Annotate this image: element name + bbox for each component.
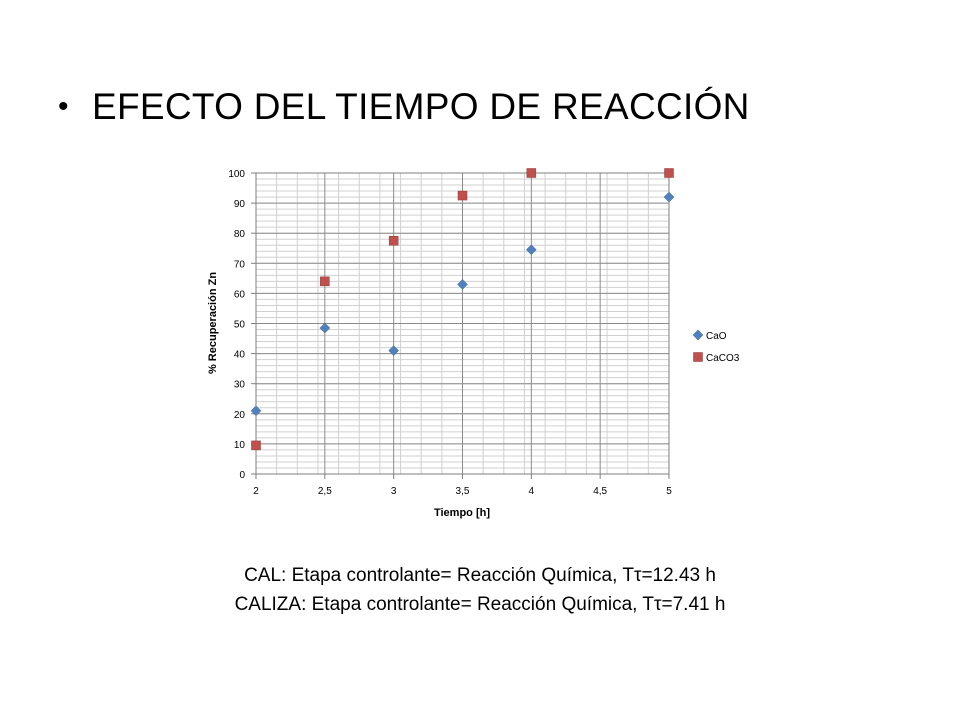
legend-marker-cao bbox=[692, 329, 704, 341]
y-tick-label: 60 bbox=[234, 289, 246, 300]
x-tick-label: 2,5 bbox=[318, 486, 332, 497]
data-point-cao bbox=[250, 405, 262, 417]
slide-title: EFECTO DEL TIEMPO DE REACCIÓN bbox=[92, 86, 750, 127]
data-point-caco3 bbox=[526, 168, 537, 178]
x-tick-label: 4 bbox=[529, 486, 535, 497]
data-point-cao bbox=[663, 191, 675, 203]
chart-grid bbox=[255, 172, 670, 475]
y-tick-label: 40 bbox=[234, 350, 246, 361]
y-axis-label: % Recuperación Zn bbox=[207, 272, 219, 374]
data-point-cao bbox=[457, 279, 468, 290]
data-point-caco3 bbox=[457, 190, 468, 201]
data-point-caco3 bbox=[664, 168, 674, 178]
chart-points bbox=[250, 168, 675, 451]
y-tick-label: 50 bbox=[234, 320, 246, 331]
data-point-caco3 bbox=[388, 235, 399, 246]
y-tick-label: 30 bbox=[234, 380, 246, 391]
y-tick-label: 0 bbox=[239, 470, 245, 481]
y-tick-label: 90 bbox=[234, 199, 246, 210]
title-bullet-row: • EFECTO DEL TIEMPO DE REACCIÓN bbox=[58, 82, 750, 132]
data-point-cao bbox=[388, 345, 400, 356]
x-axis-label: Tiempo [h] bbox=[434, 507, 490, 519]
y-tick-label: 20 bbox=[234, 410, 246, 421]
data-point-caco3 bbox=[320, 276, 330, 287]
caption-cal: CAL: Etapa controlante= Reacción Química… bbox=[244, 565, 716, 586]
data-point-cao bbox=[319, 322, 331, 334]
legend-label-cao: CaO bbox=[706, 331, 727, 342]
legend-label-caco3: CaCO3 bbox=[706, 353, 740, 364]
data-point-cao bbox=[525, 244, 537, 256]
data-point-caco3 bbox=[251, 440, 261, 451]
legend-marker-caco3 bbox=[693, 352, 703, 362]
x-tick-label: 3,5 bbox=[456, 486, 470, 497]
x-tick-label: 3 bbox=[391, 486, 397, 497]
x-tick-label: 5 bbox=[666, 486, 672, 497]
x-tick-label: 4,5 bbox=[593, 486, 607, 497]
y-tick-label: 70 bbox=[234, 259, 246, 270]
chart-axes: 0 10 20 30 40 50 60 70 80 90 100 2 2,5 3 3,5 4 4,5 5 Tiemp… bbox=[207, 169, 672, 519]
caption-caliza: CALIZA: Etapa controlante= Reacción Quím… bbox=[234, 594, 726, 615]
chart-legend: CaO CaCO3 bbox=[692, 329, 740, 364]
y-tick-label: 100 bbox=[228, 169, 245, 180]
x-tick-label: 2 bbox=[253, 486, 259, 497]
y-tick-label: 10 bbox=[234, 440, 246, 451]
y-tick-label: 80 bbox=[234, 229, 246, 240]
bullet-point: • bbox=[58, 90, 69, 123]
